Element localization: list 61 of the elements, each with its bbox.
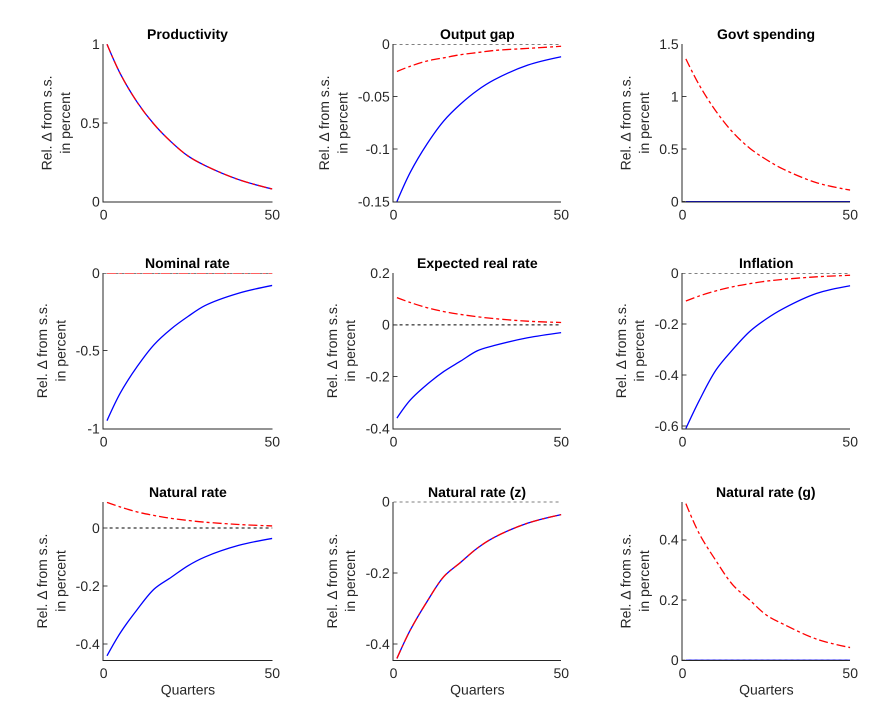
y-axis-title: Rel. Δ from s.s. in percent xyxy=(34,534,68,628)
y-tick-label: -0.05 xyxy=(358,88,390,105)
y-axis-title: Rel. Δ from s.s. in percent xyxy=(613,303,648,398)
y-axis-title: Rel. Δ from s.s. in percent xyxy=(34,303,68,398)
y-tick-label: 0.2 xyxy=(370,264,390,281)
y-tick-label: 0.4 xyxy=(659,532,679,548)
y-tick-label: -0.6 xyxy=(654,418,679,434)
y-tick-label: 0 xyxy=(92,264,100,281)
chart-title: Expected real rate xyxy=(417,255,538,271)
y-tick-label: -0.2 xyxy=(76,578,100,594)
y-tick-label: 0 xyxy=(382,494,390,510)
y-tick-label: 0 xyxy=(670,264,679,281)
y-tick-label: -0.4 xyxy=(76,636,100,652)
y-tick-label: 0 xyxy=(670,194,679,210)
y-tick-label: 1.5 xyxy=(659,36,679,52)
y-tick-label: -0.5 xyxy=(76,342,100,359)
y-axis-title: Rel. Δ from s.s. in percent xyxy=(38,75,73,170)
y-axis-title: Rel. Δ from s.s. in percent xyxy=(324,534,358,628)
x-tick-label: 50 xyxy=(842,206,858,222)
y-tick-label: -0.4 xyxy=(366,636,390,652)
y-axis-title: Rel. Δ from s.s. in percent xyxy=(316,75,350,170)
chart-title: Output gap xyxy=(440,26,515,42)
y-tick-label: 1 xyxy=(92,36,100,52)
y-tick-label: -0.15 xyxy=(358,194,390,210)
x-axis-title: Quarters xyxy=(160,681,216,698)
y-tick-label: -0.2 xyxy=(366,368,390,385)
y-tick-label: 0 xyxy=(92,520,100,536)
x-tick-label: 50 xyxy=(264,433,280,450)
y-axis-title: Rel. Δ from s.s. in percent xyxy=(618,75,652,170)
y-tick-label: 0 xyxy=(382,316,390,333)
y-tick-label: 0 xyxy=(92,194,100,210)
x-axis-title: Quarters xyxy=(739,681,794,698)
y-tick-label: 0.5 xyxy=(659,141,679,158)
y-tick-label: -1 xyxy=(87,420,100,436)
y-axis-title: Rel. Δ from s.s. in percent xyxy=(324,303,358,398)
x-tick-label: 50 xyxy=(264,206,280,222)
y-tick-label: -0.4 xyxy=(366,420,390,436)
chart-title: Productivity xyxy=(147,26,228,42)
chart-title: Natural rate (g) xyxy=(716,484,816,500)
x-tick-label: 50 xyxy=(553,433,570,450)
x-tick-label: 50 xyxy=(264,665,280,682)
y-tick-label: 0.5 xyxy=(80,114,100,131)
y-axis-title: Rel. Δ from s.s. in percent xyxy=(618,534,652,628)
y-tick-label: 0.2 xyxy=(659,592,679,608)
y-tick-label: 0 xyxy=(382,36,390,52)
y-tick-label: -0.2 xyxy=(654,316,679,332)
y-tick-label: -0.4 xyxy=(654,366,679,383)
chart-title: Natural rate xyxy=(149,484,228,500)
chart-title: Nominal rate xyxy=(145,255,230,271)
x-tick-label: 50 xyxy=(842,665,858,682)
x-axis-title: Quarters xyxy=(450,681,505,698)
chart-title: Natural rate (z) xyxy=(428,484,526,500)
y-tick-label: -0.2 xyxy=(366,564,390,581)
y-tick-label: -0.1 xyxy=(366,141,390,158)
y-tick-label: 1 xyxy=(670,88,679,105)
y-tick-label: 0 xyxy=(670,652,679,668)
x-tick-label: 50 xyxy=(553,665,570,682)
chart-title: Govt spending xyxy=(717,26,815,42)
x-tick-label: 50 xyxy=(553,206,570,222)
chart-title: Inflation xyxy=(739,255,794,271)
x-tick-label: 50 xyxy=(842,433,858,450)
